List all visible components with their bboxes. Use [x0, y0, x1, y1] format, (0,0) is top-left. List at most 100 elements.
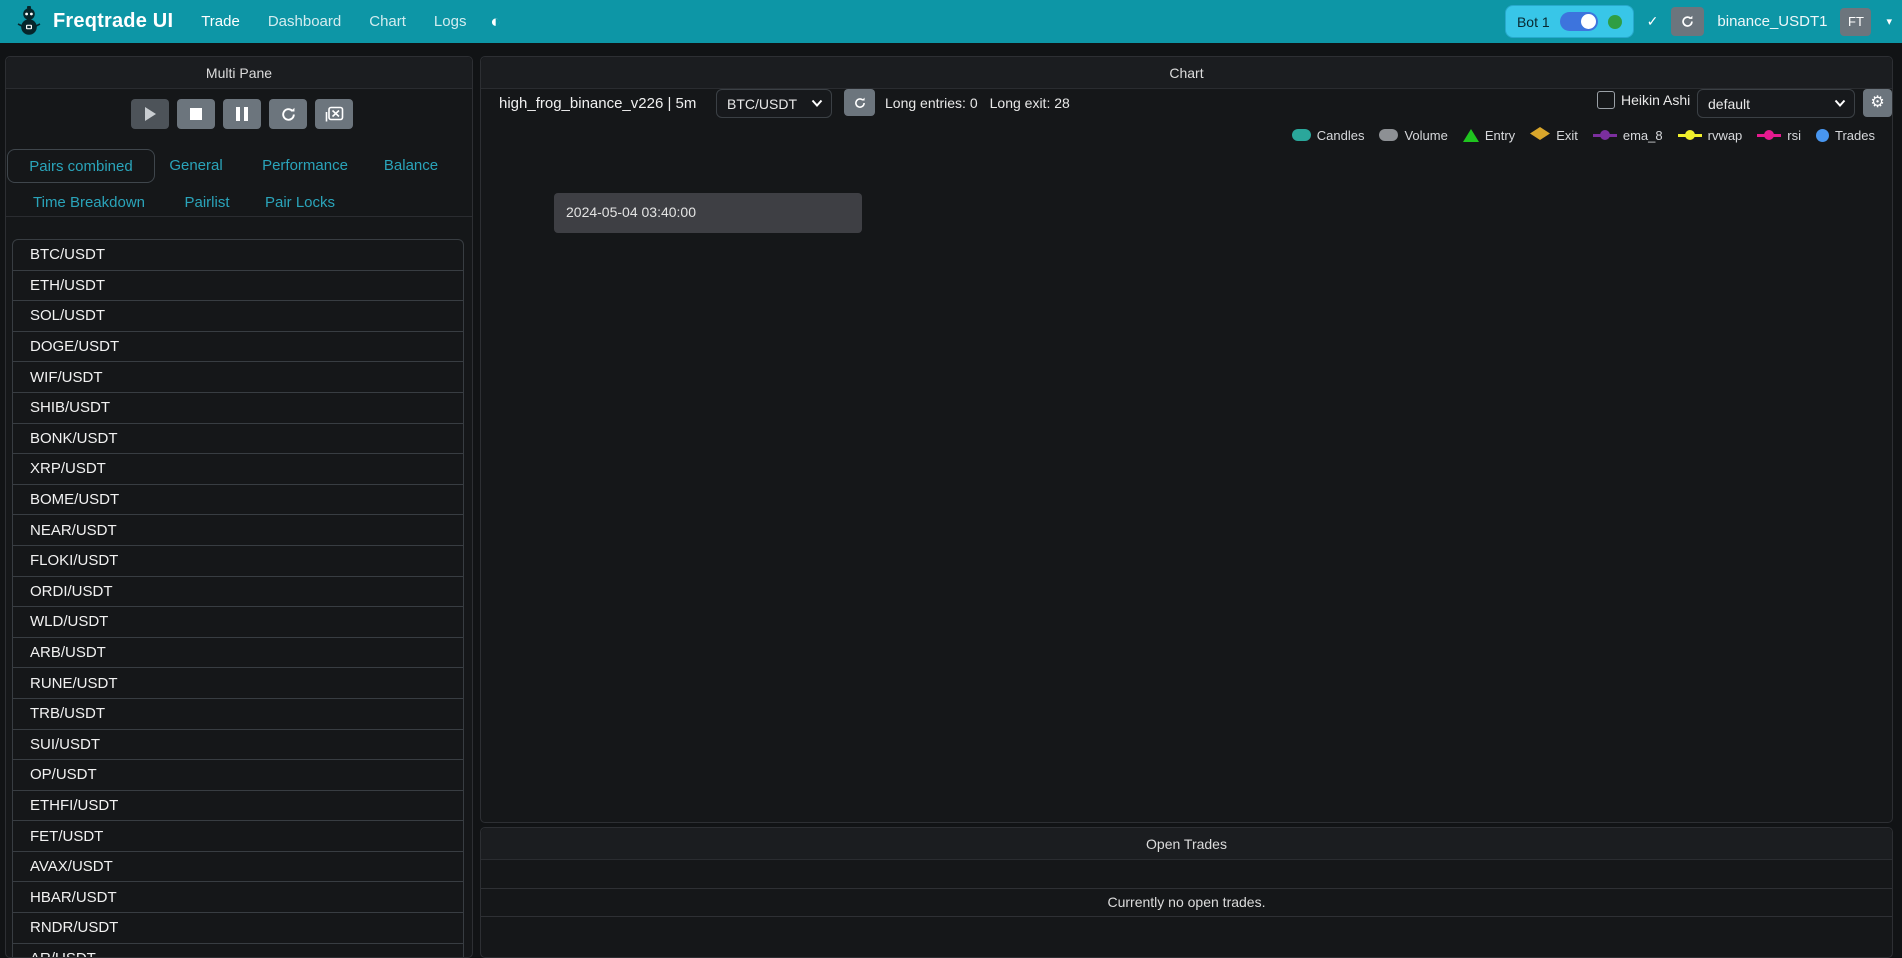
- chart-panel: Chart high_frog_binance_v226 | 5m BTC/US…: [480, 56, 1894, 824]
- play-button[interactable]: [131, 99, 169, 129]
- nav-link-chart[interactable]: Chart: [369, 13, 406, 30]
- pair-list: BTC/USDT ETH/USDT SOL/USDT DOGE/USDT WIF/USD…: [12, 239, 464, 957]
- chevron-down-icon: [811, 99, 823, 107]
- heikin-ashi-checkbox[interactable]: [1597, 91, 1615, 109]
- plot-config-value: default: [1708, 95, 1751, 112]
- pair-row-eth[interactable]: ETH/USDT: [13, 269, 463, 301]
- ema_8-legend-icon: [1592, 129, 1617, 142]
- bot-selector[interactable]: Bot 1: [1504, 5, 1634, 38]
- legend-item-candles[interactable]: Candles: [1291, 127, 1365, 143]
- refresh-icon: [281, 107, 295, 121]
- long-entries-count: Long entries: 0: [885, 95, 978, 111]
- pair-row-near[interactable]: NEAR/USDT: [13, 514, 463, 545]
- tab-performance[interactable]: Performance: [262, 157, 348, 174]
- pair-row-shib[interactable]: SHIB/USDT: [13, 391, 463, 423]
- clear-chart-button[interactable]: [315, 99, 353, 129]
- plot-settings-button[interactable]: ⚙: [1863, 89, 1892, 117]
- legend-label: ema_8: [1622, 127, 1663, 143]
- pair-row-arb[interactable]: ARB/USDT: [13, 636, 463, 668]
- gear-icon: ⚙: [1870, 94, 1885, 111]
- tab-balance[interactable]: Balance: [383, 157, 439, 174]
- legend-label: Exit: [1556, 127, 1578, 143]
- pair-row-sui[interactable]: SUI/USDT: [13, 728, 463, 760]
- user-menu-caret-icon[interactable]: ▾: [1886, 16, 1892, 28]
- tab-general[interactable]: General: [169, 157, 223, 174]
- pause-button[interactable]: [223, 99, 261, 129]
- pair-row-hbar[interactable]: HBAR/USDT: [13, 881, 463, 912]
- nav-link-logs[interactable]: Logs: [433, 13, 467, 30]
- multi-pane-header: Multi Pane: [6, 57, 472, 89]
- reload-data-button[interactable]: [269, 99, 307, 129]
- chevron-down-icon: [1834, 99, 1846, 107]
- tab-pair-locks[interactable]: Pair Locks: [264, 194, 336, 211]
- exit-legend-icon: [1530, 127, 1551, 143]
- bot-online-dot: [1607, 14, 1622, 29]
- pair-row-rndr[interactable]: RNDR/USDT: [13, 912, 463, 943]
- pair-row-wif[interactable]: WIF/USDT: [13, 361, 463, 392]
- trades-legend-icon: [1816, 128, 1830, 142]
- pair-select-value: BTC/USDT: [727, 95, 797, 112]
- legend-label: Volume: [1404, 127, 1448, 143]
- pair-row-ar[interactable]: AR/USDT: [13, 942, 463, 957]
- open-trades-title: Open Trades: [1146, 835, 1227, 852]
- pair-row-floki[interactable]: FLOKI/USDT: [13, 544, 463, 576]
- legend-item-exit[interactable]: Exit: [1530, 127, 1578, 143]
- pair-row-bome[interactable]: BOME/USDT: [13, 483, 463, 515]
- legend-item-volume[interactable]: Volume: [1379, 127, 1448, 143]
- brand-title: Freqtrade UI: [53, 10, 174, 32]
- navbar-right: Bot 1 ✓ binance_USDT1 FT ▾: [1504, 5, 1892, 38]
- nav-link-trade[interactable]: Trade: [201, 13, 240, 30]
- pair-select[interactable]: BTC/USDT: [716, 89, 832, 118]
- pair-row-xrp[interactable]: XRP/USDT: [13, 453, 463, 484]
- legend-item-ema_8[interactable]: ema_8: [1592, 127, 1663, 143]
- pair-row-sol[interactable]: SOL/USDT: [13, 300, 463, 331]
- nav-link-dashboard[interactable]: Dashboard: [267, 13, 342, 30]
- legend-item-entry[interactable]: Entry: [1462, 127, 1516, 143]
- pair-row-btc[interactable]: BTC/USDT: [30, 246, 105, 264]
- global-refresh-button[interactable]: [1671, 7, 1705, 36]
- chart-clear-icon: [325, 106, 343, 121]
- brand[interactable]: Freqtrade UI: [14, 5, 174, 38]
- legend-label: Entry: [1484, 127, 1516, 143]
- navbar: Freqtrade UI Trade Dashboard Chart Logs ◐ B…: [0, 0, 1902, 43]
- legend-label: Candles: [1316, 127, 1365, 143]
- rvwap-legend-icon: [1677, 129, 1702, 142]
- bot-label: Bot 1: [1516, 13, 1550, 30]
- pair-row-wld[interactable]: WLD/USDT: [13, 606, 463, 637]
- playback-controls: [131, 99, 353, 129]
- pair-row-op[interactable]: OP/USDT: [13, 759, 463, 790]
- pair-row-ordi[interactable]: ORDI/USDT: [13, 575, 463, 607]
- pair-row-trb[interactable]: TRB/USDT: [13, 697, 463, 729]
- open-trades-column-row: [481, 866, 1892, 888]
- tab-pairlist[interactable]: Pairlist: [184, 194, 230, 211]
- pair-row-avax[interactable]: AVAX/USDT: [13, 850, 463, 882]
- theme-toggle-icon[interactable]: ◐: [490, 11, 501, 31]
- user-avatar[interactable]: FT: [1840, 7, 1872, 36]
- open-trades-header: Open Trades: [481, 828, 1892, 860]
- refresh-icon: [854, 97, 865, 108]
- bot-toggle[interactable]: [1559, 12, 1598, 31]
- pair-row-ethfi[interactable]: ETHFI/USDT: [13, 789, 463, 821]
- pair-row-doge[interactable]: DOGE/USDT: [13, 330, 463, 362]
- pair-row-fet[interactable]: FET/USDT: [13, 820, 463, 851]
- candlestick-chart[interactable]: [481, 57, 1894, 824]
- entry-legend-icon: [1462, 128, 1479, 142]
- legend-item-rsi[interactable]: rsi: [1757, 128, 1801, 143]
- pair-row-rune[interactable]: RUNE/USDT: [13, 667, 463, 698]
- tab-pairs-combined[interactable]: Pairs combined: [7, 149, 155, 183]
- refresh-icon: [1682, 15, 1694, 27]
- legend-label: rsi: [1787, 127, 1802, 143]
- plot-config-select[interactable]: default: [1697, 89, 1855, 118]
- signal-counts: Long entries: 0 Long exit: 28: [885, 95, 1070, 111]
- volume-legend-icon: [1379, 129, 1399, 141]
- multi-pane-title: Multi Pane: [205, 64, 273, 81]
- tab-time-breakdown[interactable]: Time Breakdown: [33, 194, 145, 211]
- legend-label: rvwap: [1707, 127, 1743, 143]
- tabs-divider: [6, 216, 472, 217]
- legend-item-rvwap[interactable]: rvwap: [1677, 127, 1743, 143]
- legend-item-trades[interactable]: Trades: [1816, 128, 1875, 143]
- chart-refresh-button[interactable]: [844, 89, 875, 116]
- stop-button[interactable]: [177, 99, 215, 129]
- rsi-legend-icon: [1757, 129, 1782, 142]
- pair-row-bonk[interactable]: BONK/USDT: [13, 422, 463, 454]
